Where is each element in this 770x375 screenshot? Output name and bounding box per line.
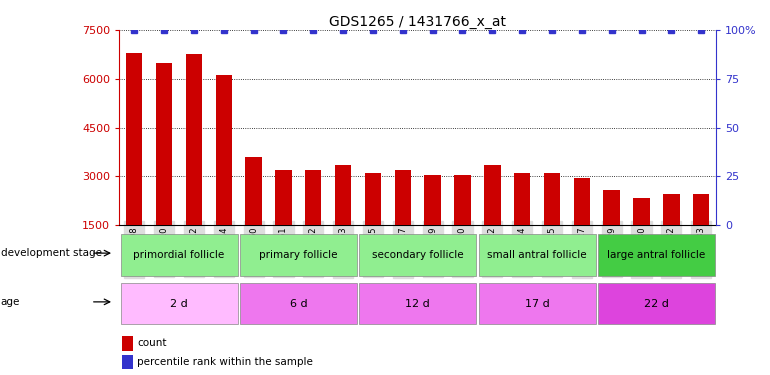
Text: 2 d: 2 d xyxy=(170,299,188,309)
Bar xyxy=(240,234,357,276)
Bar xyxy=(122,355,133,369)
Bar xyxy=(484,165,500,225)
Bar xyxy=(335,165,351,225)
Bar xyxy=(479,283,595,324)
Bar xyxy=(394,170,411,225)
Bar xyxy=(240,283,357,324)
Bar xyxy=(693,195,709,225)
Bar xyxy=(122,336,133,351)
Bar xyxy=(544,173,561,225)
Bar xyxy=(360,234,476,276)
Bar xyxy=(246,157,262,225)
Text: age: age xyxy=(1,297,20,307)
Text: secondary follicle: secondary follicle xyxy=(372,250,464,260)
Bar xyxy=(275,170,292,225)
Text: 22 d: 22 d xyxy=(644,299,669,309)
Bar xyxy=(216,75,232,225)
Bar xyxy=(121,234,237,276)
Bar xyxy=(121,283,237,324)
Bar xyxy=(604,190,620,225)
Text: small antral follicle: small antral follicle xyxy=(487,250,587,260)
Text: percentile rank within the sample: percentile rank within the sample xyxy=(137,357,313,367)
Bar xyxy=(514,173,531,225)
Bar xyxy=(156,63,172,225)
Bar xyxy=(598,283,715,324)
Title: GDS1265 / 1431766_x_at: GDS1265 / 1431766_x_at xyxy=(330,15,506,29)
Bar xyxy=(633,198,650,225)
Text: count: count xyxy=(137,339,167,348)
Bar xyxy=(424,175,441,225)
Bar xyxy=(186,54,203,225)
Bar xyxy=(454,175,470,225)
Text: large antral follicle: large antral follicle xyxy=(608,250,705,260)
Text: primordial follicle: primordial follicle xyxy=(133,250,225,260)
Bar xyxy=(305,170,322,225)
Bar xyxy=(574,178,590,225)
Bar xyxy=(360,283,476,324)
Bar xyxy=(598,234,715,276)
Bar xyxy=(126,53,142,225)
Text: 6 d: 6 d xyxy=(290,299,307,309)
Bar xyxy=(663,195,680,225)
Text: primary follicle: primary follicle xyxy=(259,250,337,260)
Text: 12 d: 12 d xyxy=(405,299,430,309)
Text: 17 d: 17 d xyxy=(524,299,550,309)
Text: development stage: development stage xyxy=(1,248,102,258)
Bar xyxy=(479,234,595,276)
Bar xyxy=(365,173,381,225)
